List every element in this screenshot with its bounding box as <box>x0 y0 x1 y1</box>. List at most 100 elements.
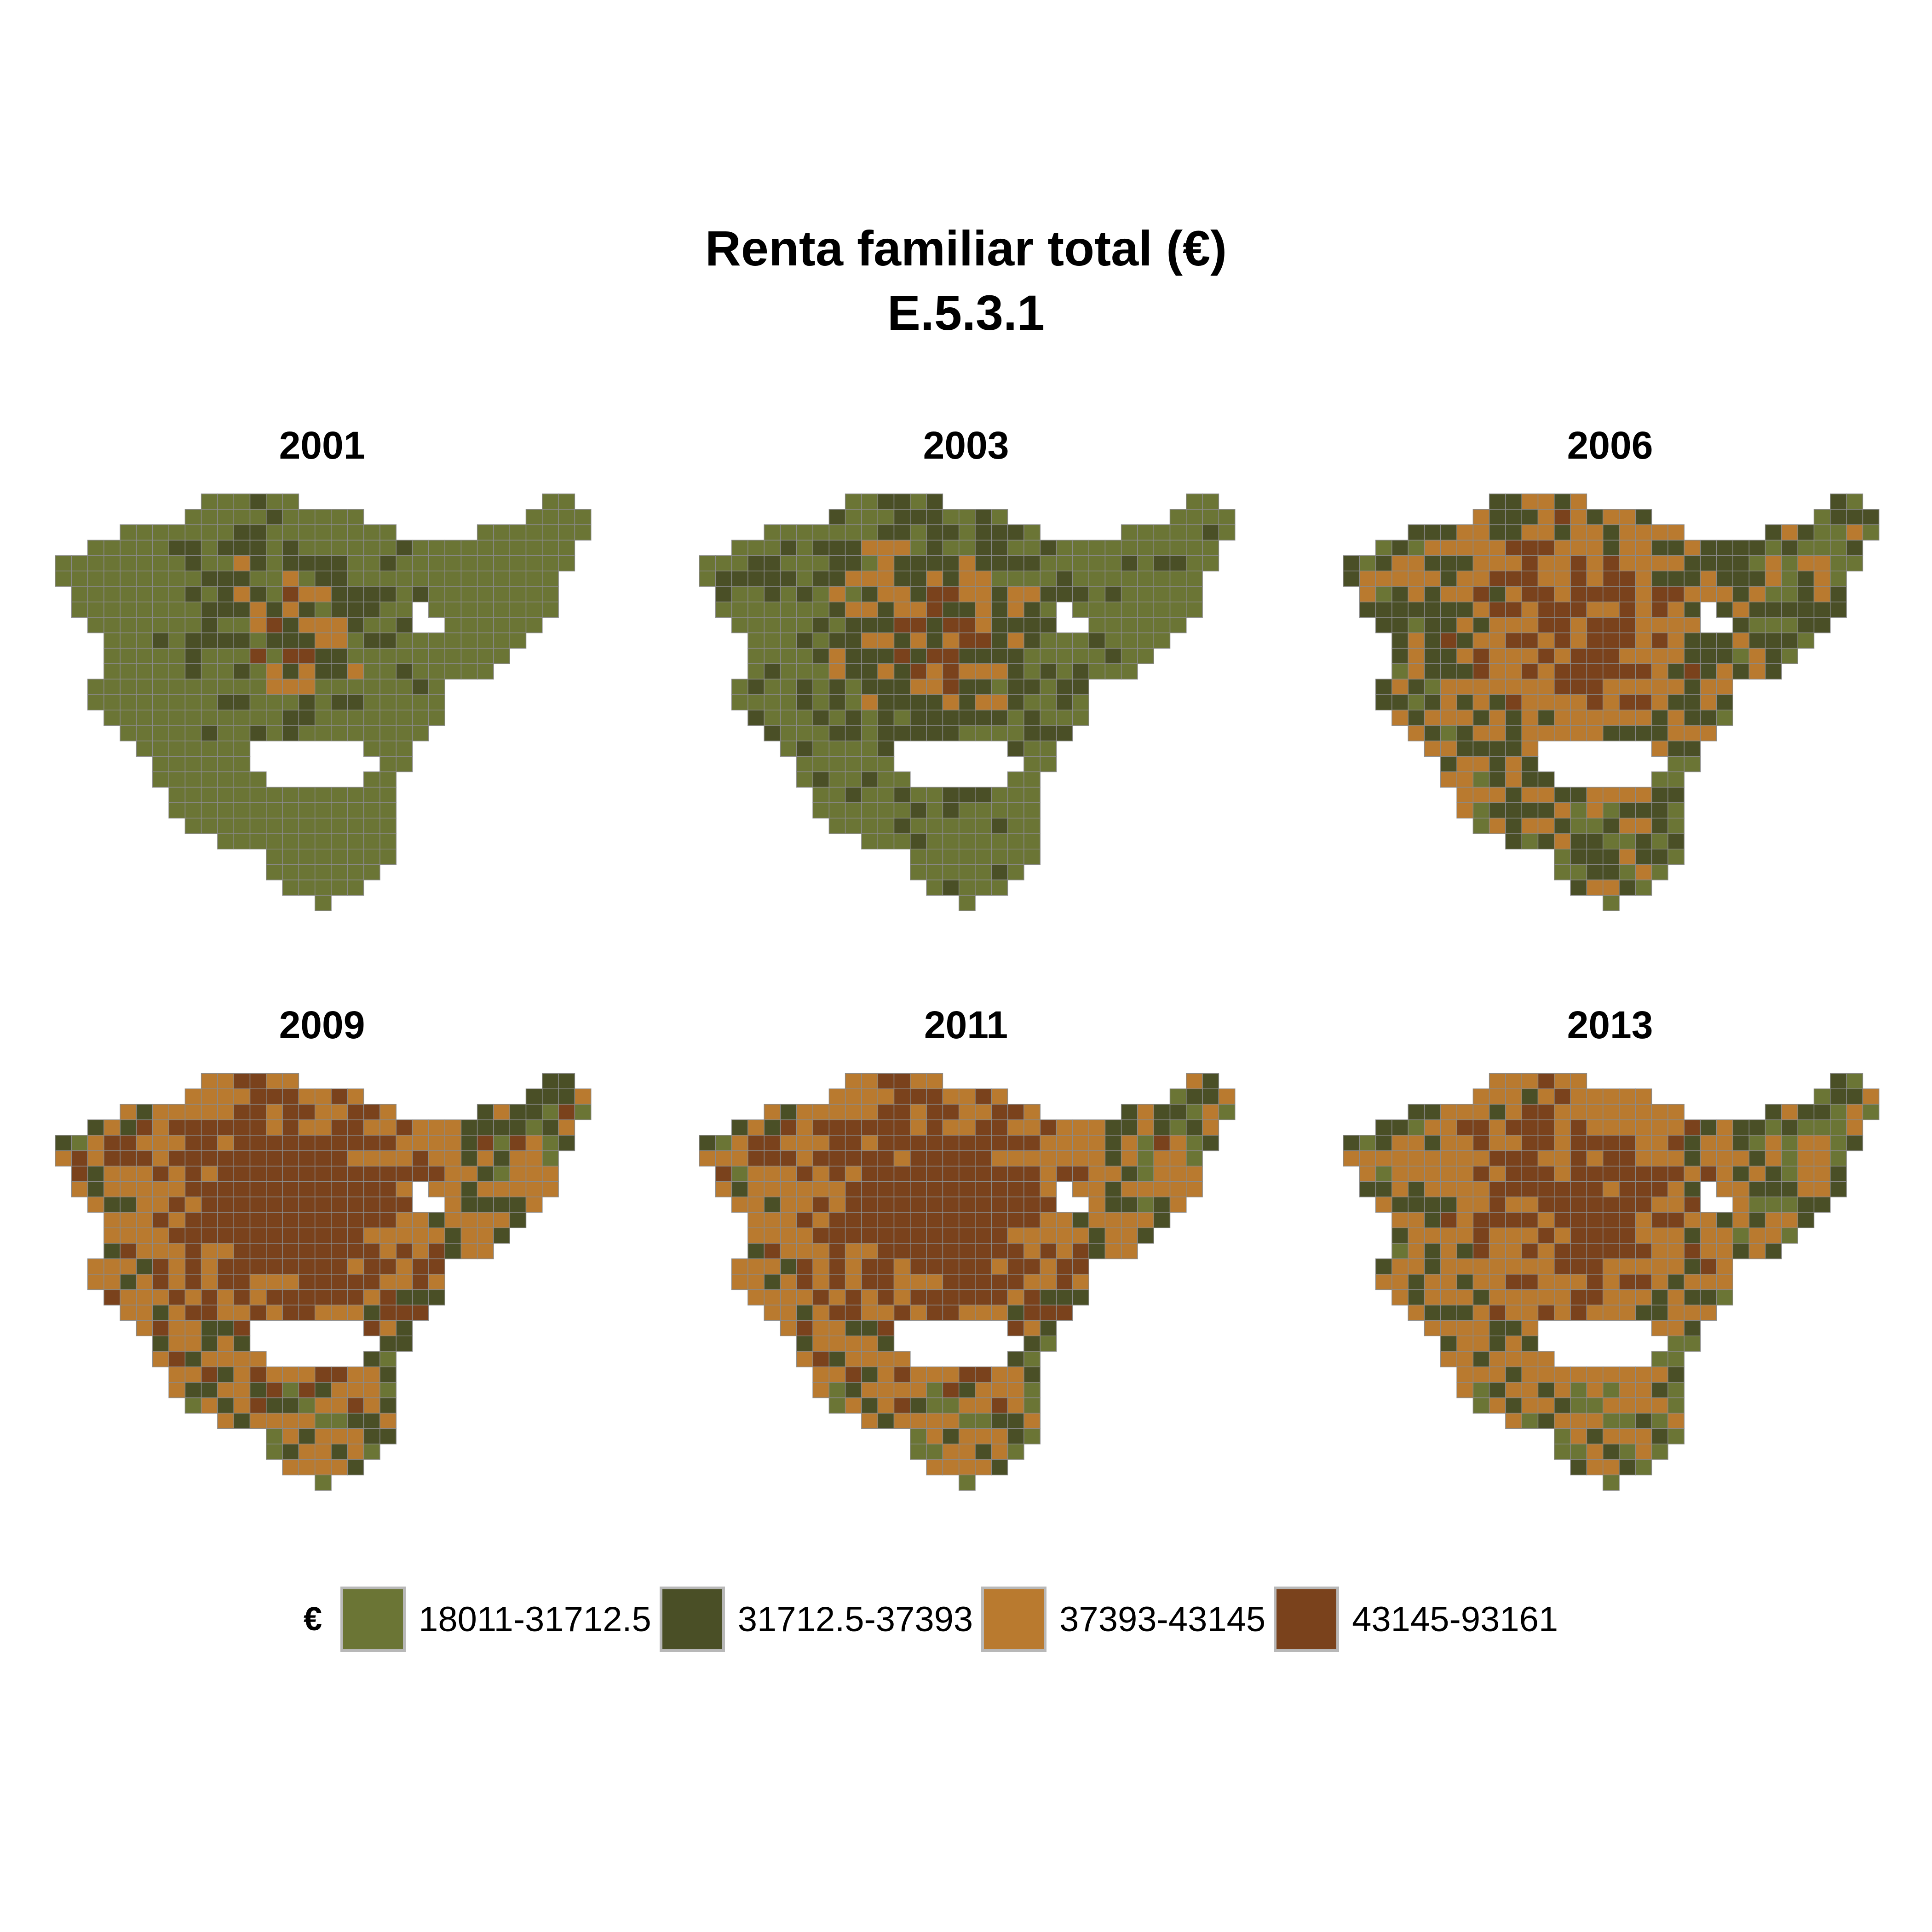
municipality-cell <box>314 1181 332 1197</box>
municipality-cell <box>1813 1119 1831 1136</box>
municipality-cell <box>975 509 992 525</box>
municipality-cell <box>1505 524 1522 541</box>
municipality-cell <box>314 787 332 803</box>
municipality-cell <box>233 1413 251 1429</box>
municipality-cell <box>1651 586 1668 603</box>
municipality-cell <box>828 1335 846 1352</box>
municipality-cell <box>1570 833 1587 850</box>
municipality-cell <box>975 570 992 587</box>
municipality-cell <box>1813 1196 1831 1213</box>
municipality-cell <box>1375 617 1392 633</box>
municipality-cell <box>87 540 104 556</box>
municipality-cell <box>314 895 332 911</box>
municipality-cell <box>104 601 121 618</box>
municipality-cell <box>1781 1166 1798 1182</box>
municipality-cell <box>233 663 251 680</box>
municipality-cell <box>233 493 251 510</box>
municipality-cell <box>1651 1258 1668 1275</box>
municipality-cell <box>104 1227 121 1244</box>
municipality-cell <box>380 802 397 819</box>
municipality-cell <box>152 1305 169 1321</box>
municipality-cell <box>1408 1166 1425 1182</box>
municipality-cell <box>1024 1413 1041 1429</box>
municipality-cell <box>1072 586 1089 603</box>
municipality-cell <box>558 1088 575 1105</box>
municipality-cell <box>958 833 976 850</box>
municipality-cell <box>1554 1243 1571 1259</box>
municipality-cell <box>460 586 478 603</box>
municipality-cell <box>1846 524 1863 541</box>
municipality-cell <box>1651 663 1668 680</box>
municipality-cell <box>1602 817 1620 834</box>
municipality-cell <box>1137 555 1154 572</box>
municipality-cell <box>1668 1413 1685 1429</box>
municipality-cell <box>1602 1443 1620 1460</box>
municipality-cell <box>1554 864 1571 880</box>
municipality-cell <box>331 555 348 572</box>
municipality-cell <box>1440 771 1457 788</box>
municipality-cell <box>1748 1166 1766 1182</box>
municipality-cell <box>1186 1150 1203 1167</box>
municipality-cell <box>812 586 830 603</box>
municipality-cell <box>1521 1104 1539 1121</box>
municipality-cell <box>1781 1212 1798 1229</box>
municipality-cell <box>1024 1166 1041 1182</box>
municipality-cell <box>331 725 348 742</box>
municipality-cell <box>1554 694 1571 711</box>
municipality-cell <box>1537 802 1555 819</box>
municipality-cell <box>1489 678 1506 695</box>
municipality-cell <box>812 1119 830 1136</box>
municipality-cell <box>298 833 316 850</box>
municipality-cell <box>266 864 283 880</box>
municipality-cell <box>1716 555 1733 572</box>
municipality-cell <box>266 1382 283 1398</box>
municipality-cell <box>1651 1227 1668 1244</box>
municipality-cell <box>877 1119 895 1136</box>
municipality-cell <box>1169 1166 1187 1182</box>
municipality-cell <box>184 1351 202 1368</box>
municipality-cell <box>1007 678 1024 695</box>
municipality-cell <box>201 1335 218 1352</box>
municipality-cell <box>845 1382 862 1398</box>
municipality-cell <box>1602 1196 1620 1213</box>
municipality-cell <box>861 1119 878 1136</box>
municipality-cell <box>812 1258 830 1275</box>
municipality-cell <box>184 1258 202 1275</box>
municipality-cell <box>780 1135 797 1151</box>
municipality-cell <box>396 540 413 556</box>
municipality-cell <box>877 1181 895 1197</box>
municipality-cell <box>1537 1196 1555 1213</box>
municipality-cell <box>1765 524 1782 541</box>
municipality-cell <box>1186 570 1203 587</box>
municipality-cell <box>444 617 462 633</box>
municipality-cell <box>184 617 202 633</box>
municipality-cell <box>380 632 397 649</box>
municipality-cell <box>1007 1258 1024 1275</box>
municipality-cell <box>104 1258 121 1275</box>
municipality-cell <box>1570 1397 1587 1414</box>
municipality-cell <box>1602 1243 1620 1259</box>
municipality-cell <box>184 632 202 649</box>
municipality-cell <box>1424 1212 1441 1229</box>
municipality-cell <box>926 1428 943 1445</box>
municipality-cell <box>201 1243 218 1259</box>
municipality-cell <box>542 524 559 541</box>
municipality-cell <box>460 1181 478 1197</box>
municipality-cell <box>1375 678 1392 695</box>
municipality-cell <box>764 1196 781 1213</box>
municipality-cell <box>780 1196 797 1213</box>
municipality-cell <box>444 1181 462 1197</box>
municipality-cell <box>991 1258 1008 1275</box>
municipality-cell <box>152 540 169 556</box>
municipality-cell <box>509 617 527 633</box>
municipality-cell <box>1521 1305 1539 1321</box>
municipality-cell <box>1392 540 1409 556</box>
municipality-cell <box>1716 586 1733 603</box>
municipality-cell <box>958 725 976 742</box>
municipality-cell <box>201 555 218 572</box>
municipality-cell <box>1088 1181 1106 1197</box>
municipality-cell <box>1024 1289 1041 1305</box>
municipality-cell <box>1024 694 1041 711</box>
municipality-cell <box>1121 1181 1138 1197</box>
municipality-cell <box>1554 648 1571 664</box>
